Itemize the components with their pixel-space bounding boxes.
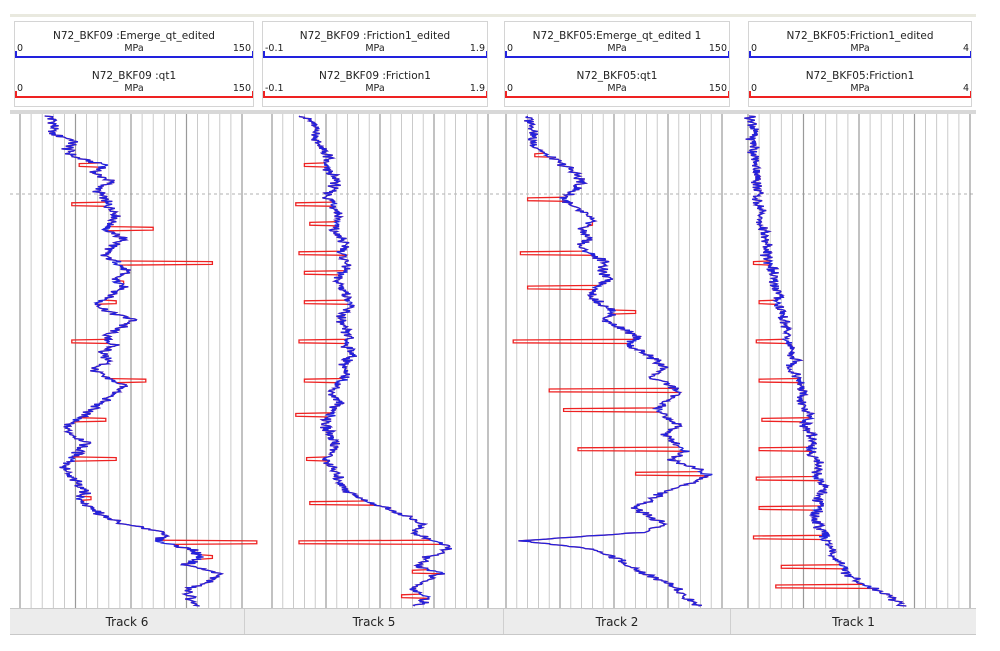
scale-tick-left	[505, 91, 507, 97]
scale-tick-right	[251, 91, 253, 97]
curve-headers: N72_BKF09 :Emerge_qt_edited 0 MPa 150 N7…	[10, 17, 976, 111]
scale-min: 0	[17, 43, 24, 54]
scale-max: 150	[708, 83, 727, 94]
scale-line	[749, 56, 971, 58]
scale-max: 150	[708, 43, 727, 54]
edited-curve	[518, 115, 713, 607]
scale-min: 0	[751, 83, 758, 94]
header-separator	[10, 110, 976, 114]
scale-line	[505, 96, 729, 98]
scale-unit: MPa	[124, 83, 144, 94]
scale-line	[263, 96, 487, 98]
curve-header-raw: N72_BKF05:Friction1 0 MPa 4	[749, 62, 971, 102]
track-footer: Track 6 Track 5 Track 2 Track 1	[10, 608, 976, 635]
curve-name: N72_BKF09 :Friction1_edited	[299, 30, 451, 42]
curve-header-raw: N72_BKF09 :Friction1 -0.1 MPa 1.9	[263, 62, 487, 102]
curve-header-edited: N72_BKF09 :Friction1_edited -0.1 MPa 1.9	[263, 22, 487, 62]
curve-name: N72_BKF05:qt1	[576, 70, 658, 82]
scale-tick-left	[15, 51, 17, 57]
scale-unit: MPa	[365, 43, 385, 54]
scale-tick-right	[251, 51, 253, 57]
track-6-label[interactable]: Track 6	[10, 609, 245, 634]
scale-tick-right	[969, 91, 971, 97]
scale-min: -0.1	[265, 43, 284, 54]
curve-name: N72_BKF05:Emerge_qt_edited 1	[532, 30, 702, 42]
curve-header-raw: N72_BKF05:qt1 0 MPa 150	[505, 62, 729, 102]
scale-tick-left	[505, 51, 507, 57]
curve-header-edited: N72_BKF05:Emerge_qt_edited 1 0 MPa 150	[505, 22, 729, 62]
scale-max: 1.9	[469, 83, 485, 94]
track-1-header[interactable]: N72_BKF05:Friction1_edited 0 MPa 4 N72_B…	[748, 21, 972, 107]
scale-unit: MPa	[850, 83, 870, 94]
scale-min: 0	[751, 43, 758, 54]
track-5-header[interactable]: N72_BKF09 :Friction1_edited -0.1 MPa 1.9…	[262, 21, 488, 107]
scale-tick-right	[727, 51, 729, 57]
curve-header-edited: N72_BKF05:Friction1_edited 0 MPa 4	[749, 22, 971, 62]
scale-line	[15, 56, 253, 58]
curve-header-edited: N72_BKF09 :Emerge_qt_edited 0 MPa 150	[15, 22, 253, 62]
scale-max: 1.9	[469, 43, 485, 54]
scale-unit: MPa	[365, 83, 385, 94]
scale-tick-right	[727, 91, 729, 97]
curve-header-raw: N72_BKF09 :qt1 0 MPa 150	[15, 62, 253, 102]
scale-unit: MPa	[607, 83, 627, 94]
scale-max: 4	[962, 43, 969, 54]
edited-curve	[44, 115, 225, 607]
scale-max: 150	[232, 83, 251, 94]
scale-tick-left	[263, 51, 265, 57]
track-6-header[interactable]: N72_BKF09 :Emerge_qt_edited 0 MPa 150 N7…	[14, 21, 254, 107]
curve-name: N72_BKF09 :Emerge_qt_edited	[53, 30, 215, 42]
log-plot-area[interactable]	[10, 114, 976, 608]
curve-name: N72_BKF05:Friction1	[805, 70, 915, 82]
edited-curve	[744, 115, 907, 607]
edited-curve	[298, 115, 453, 607]
scale-line	[15, 96, 253, 98]
curve-name: N72_BKF09 :qt1	[91, 70, 177, 82]
scale-max: 150	[232, 43, 251, 54]
scale-tick-left	[15, 91, 17, 97]
scale-unit: MPa	[607, 43, 627, 54]
track-2-header[interactable]: N72_BKF05:Emerge_qt_edited 1 0 MPa 150 N…	[504, 21, 730, 107]
scale-line	[263, 56, 487, 58]
scale-unit: MPa	[124, 43, 144, 54]
scale-min: -0.1	[265, 83, 284, 94]
scale-unit: MPa	[850, 43, 870, 54]
scale-line	[505, 56, 729, 58]
scale-min: 0	[507, 83, 514, 94]
scale-min: 0	[507, 43, 514, 54]
scale-tick-left	[749, 51, 751, 57]
scale-min: 0	[17, 83, 24, 94]
scale-line	[749, 96, 971, 98]
scale-tick-left	[263, 91, 265, 97]
curve-name: N72_BKF05:Friction1_edited	[786, 30, 934, 42]
track-2-label[interactable]: Track 2	[504, 609, 731, 634]
scale-tick-right	[485, 91, 487, 97]
top-border	[10, 14, 976, 17]
scale-max: 4	[962, 83, 969, 94]
raw-curve	[295, 115, 453, 607]
track-1-label[interactable]: Track 1	[832, 615, 875, 629]
scale-tick-left	[749, 91, 751, 97]
scale-tick-right	[969, 51, 971, 57]
curve-name: N72_BKF09 :Friction1	[319, 70, 431, 82]
raw-curve	[44, 115, 258, 607]
scale-tick-right	[485, 51, 487, 57]
track-5-label[interactable]: Track 5	[245, 609, 504, 634]
